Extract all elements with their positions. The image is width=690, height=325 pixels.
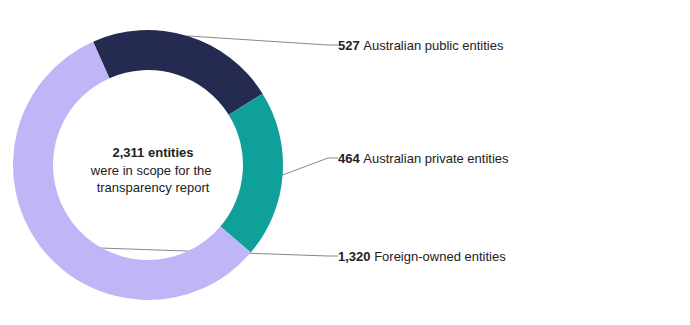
svg-text:Australian private entities: Australian private entities: [363, 151, 509, 166]
svg-text:1,320: 1,320: [338, 249, 371, 264]
svg-text:Australian public entities: Australian public entities: [363, 38, 504, 53]
svg-text:were in scope for the: were in scope for the: [90, 163, 215, 178]
svg-text:527: 527: [338, 38, 360, 53]
svg-text:transparency report: transparency report: [97, 180, 210, 195]
svg-text:Foreign-owned entities: Foreign-owned entities: [374, 249, 506, 264]
svg-text:2,311 entities: 2,311 entities: [113, 145, 194, 160]
svg-text:464: 464: [338, 151, 360, 166]
